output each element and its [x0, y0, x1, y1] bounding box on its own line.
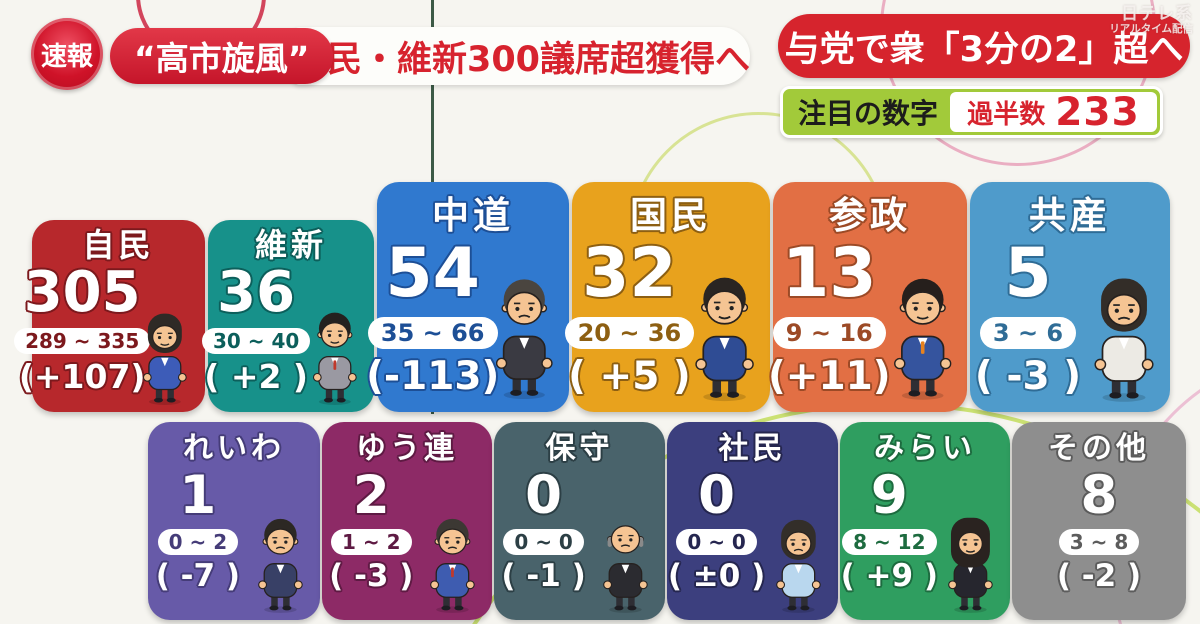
party-mascot-illustration — [1081, 260, 1167, 406]
main-headline-text: 自民・維新300議席超獲得へ — [291, 39, 751, 80]
party-mascot-illustration — [416, 508, 489, 614]
party-card-kokumin: 国民 32 20 ~ 36 ( +5 ) — [564, 182, 770, 412]
party-seats: 32 — [582, 234, 677, 313]
party-seat-range: 30 ~ 40 — [201, 327, 311, 354]
majority-box: 過半数 233 — [950, 89, 1157, 135]
party-card-jimin: 自民 305 289 ~ 335 (+107) — [14, 220, 205, 412]
party-seat-change: ( ±0 ) — [667, 557, 766, 594]
party-seat-change: ( -1 ) — [501, 557, 586, 594]
party-name: 参政 — [829, 194, 911, 237]
party-seats: 9 — [870, 465, 908, 526]
broadcaster-watermark-line1: 日テレ系 — [1121, 4, 1193, 24]
party-seat-change: ( -7 ) — [155, 557, 241, 594]
focus-number-label: 注目の数字 — [798, 97, 939, 130]
party-seat-range: 3 ~ 6 — [979, 317, 1077, 350]
party-name: 中道 — [432, 194, 514, 237]
party-card-shamin: 社民 0 0 ~ 0 ( ±0 ) — [667, 422, 838, 620]
party-mascot-illustration — [300, 302, 371, 406]
party-name: みらい — [874, 431, 976, 466]
party-seat-range: 0 ~ 2 — [157, 528, 239, 555]
party-card-ishin: 維新 36 30 ~ 40 ( +2 ) — [201, 220, 374, 412]
party-seat-range: 289 ~ 335 — [14, 327, 151, 354]
party-seat-change: ( +2 ) — [204, 356, 309, 396]
broadcaster-watermark: 日テレ系 リアルタイム配信 — [1109, 5, 1193, 35]
majority-label: 過半数 — [967, 99, 1046, 130]
party-seats: 0 — [525, 465, 563, 526]
party-seat-change: ( +5 ) — [568, 354, 691, 400]
party-seat-range: 1 ~ 2 — [331, 528, 412, 555]
party-seats: 305 — [23, 260, 141, 325]
party-name: 自民 — [82, 226, 155, 264]
party-name: ゆう連 — [356, 431, 458, 466]
party-seats: 0 — [698, 465, 736, 526]
headline-tag-label: “高市旋風” — [134, 39, 310, 78]
party-name: 維新 — [254, 226, 327, 264]
party-seat-change: ( +9 ) — [840, 557, 939, 594]
party-name: 社民 — [718, 431, 787, 466]
party-seat-change: (-113) — [366, 354, 500, 400]
headline-tag: “高市旋風” — [110, 28, 334, 84]
party-name: その他 — [1048, 431, 1150, 466]
party-seat-change: ( -3 ) — [329, 557, 414, 594]
party-seats: 5 — [1004, 234, 1052, 313]
party-seats: 1 — [179, 465, 217, 526]
majority-value: 233 — [1055, 89, 1140, 135]
secondary-headline: 与党で衆「3分の2」超へ — [778, 14, 1190, 78]
party-seat-range: 3 ~ 8 — [1058, 528, 1140, 555]
party-card-kyosan: 共産 5 3 ~ 6 ( -3 ) — [970, 182, 1170, 412]
party-seat-range: 20 ~ 36 — [564, 317, 695, 350]
party-mascot-illustration — [483, 260, 566, 406]
party-name: れいわ — [183, 431, 285, 466]
party-mascot-illustration — [128, 302, 202, 406]
party-seats: 13 — [781, 234, 877, 313]
party-seats: 36 — [217, 260, 296, 325]
party-name: 保守 — [545, 431, 614, 466]
party-row-top: 自民 305 289 ~ 335 (+107) 維新 — [14, 182, 1170, 412]
party-seats: 8 — [1080, 465, 1118, 526]
party-mascot-illustration — [588, 508, 662, 614]
breaking-news-badge: 速報 — [31, 18, 103, 90]
party-seat-change: ( -2 ) — [1056, 557, 1142, 594]
party-card-hoshu: 保守 0 0 ~ 0 ( -1 ) — [494, 422, 665, 620]
main-headline: 自民・維新300議席超獲得へ — [292, 27, 750, 85]
party-mascot-illustration — [934, 508, 1007, 614]
party-seat-range: 35 ~ 66 — [367, 317, 498, 350]
secondary-headline-text: 与党で衆「3分の2」超へ — [784, 29, 1184, 70]
party-card-yuren: ゆう連 2 1 ~ 2 ( -3 ) — [322, 422, 492, 620]
party-row-bottom: れいわ 1 0 ~ 2 ( -7 ) ゆう連 2 — [148, 422, 1186, 620]
party-seats: 54 — [385, 234, 480, 313]
party-card-mirai: みらい 9 8 ~ 12 ( +9 ) — [840, 422, 1010, 620]
broadcaster-watermark-line2: リアルタイム配信 — [1109, 22, 1193, 35]
party-seat-change: ( -3 ) — [974, 354, 1082, 400]
party-mascot-illustration — [682, 260, 767, 406]
breaking-news-label: 速報 — [40, 41, 93, 72]
party-seat-change: (+107) — [18, 356, 146, 396]
party-mascot-illustration — [243, 508, 317, 614]
party-seat-range: 0 ~ 0 — [676, 528, 757, 555]
party-mascot-illustration — [881, 260, 964, 406]
party-seat-range: 8 ~ 12 — [842, 528, 937, 555]
party-seat-change: (+11) — [767, 354, 891, 400]
party-seat-range: 9 ~ 16 — [772, 317, 886, 350]
party-name: 共産 — [1029, 194, 1111, 237]
party-name: 国民 — [630, 194, 712, 237]
party-seats: 2 — [352, 465, 390, 526]
party-card-sansei: 参政 13 9 ~ 16 (+11) — [768, 182, 967, 412]
party-seat-range: 0 ~ 0 — [503, 528, 584, 555]
party-card-reiwa: れいわ 1 0 ~ 2 ( -7 ) — [148, 422, 320, 620]
party-card-sonota: その他 8 3 ~ 8 ( -2 ) — [1012, 422, 1186, 620]
party-card-chudo: 中道 54 35 ~ 66 (-113) — [366, 182, 569, 412]
focus-number-panel: 注目の数字 過半数 233 — [780, 86, 1163, 138]
party-mascot-illustration — [761, 508, 835, 614]
